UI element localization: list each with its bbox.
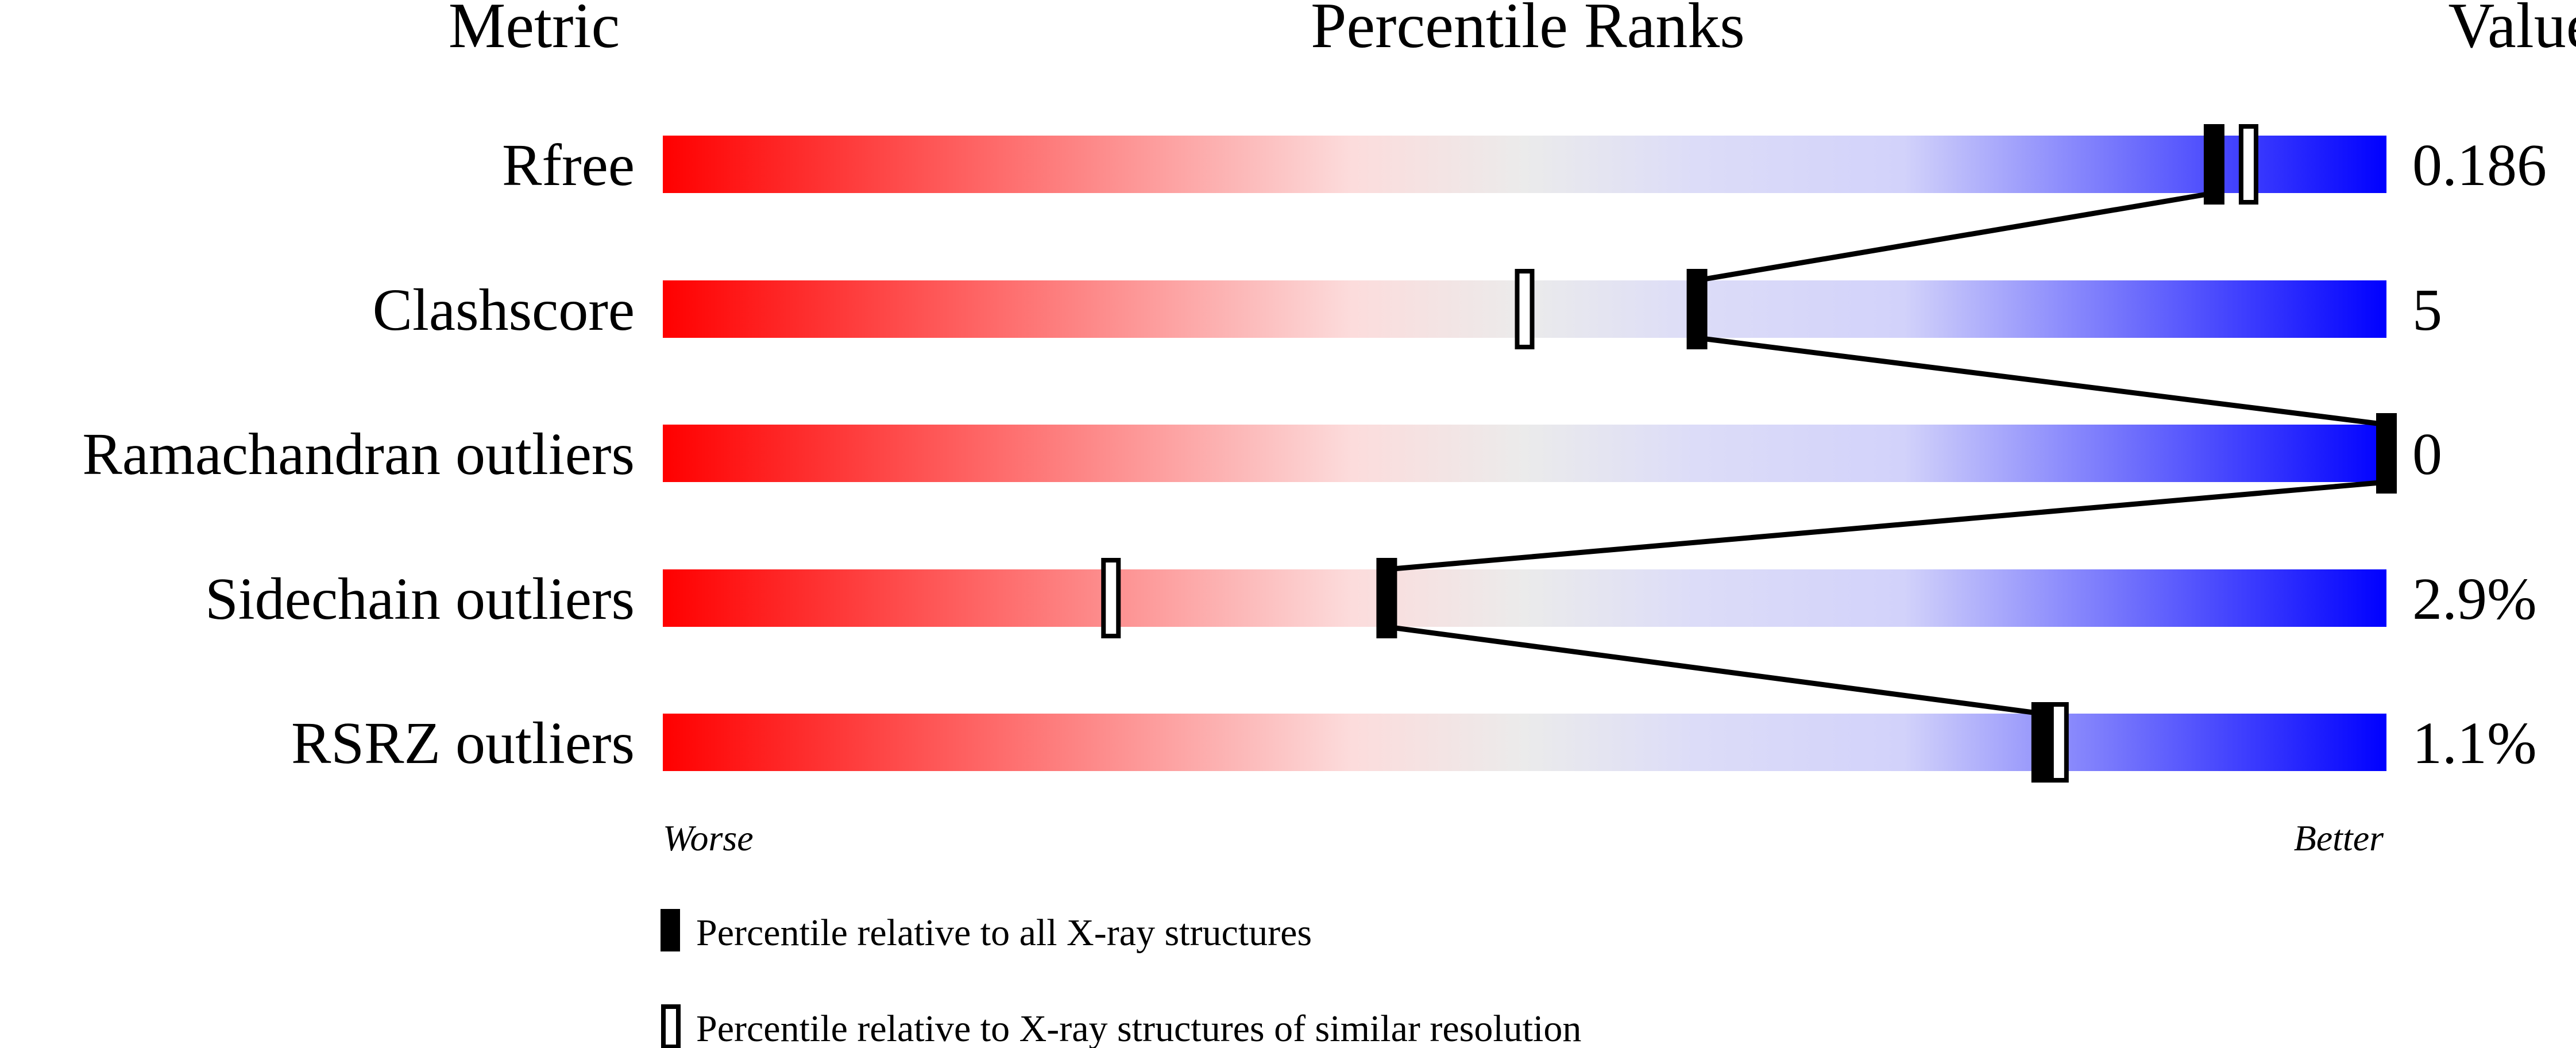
legend-open-marker [661,1004,681,1048]
metric-value: 1.1% [2412,710,2537,776]
legend-open-label: Percentile relative to X-ray structures … [696,1008,1581,1048]
metric-label: Sidechain outliers [205,566,635,632]
all-structures-marker [1686,269,1708,349]
metric-value: 2.9% [2412,566,2537,632]
connector-line [1386,624,2042,716]
worse-label: Worse [663,818,754,858]
all-structures-marker [2031,702,2052,783]
similar-resolution-marker [1515,269,1535,349]
similar-resolution-marker [2049,702,2069,783]
percentile-bar [663,136,2386,193]
percentile-bar [663,569,2386,627]
better-label: Better [2294,818,2384,858]
all-structures-marker [2203,124,2224,205]
connector-line [1387,479,2387,572]
metric-value: 0.186 [2412,132,2547,198]
metric-label: Clashscore [373,277,635,343]
all-structures-marker [1376,558,1397,638]
similar-resolution-marker [2238,124,2258,205]
header-percentile: Percentile Ranks [1311,0,1745,61]
similar-resolution-marker [1101,558,1121,638]
metric-label: Rfree [502,132,635,198]
connector-line [1696,190,2215,283]
all-structures-marker [2376,413,2397,494]
legend-filled-label: Percentile relative to all X-ray structu… [696,912,1312,954]
percentile-bar [663,714,2386,771]
header-metric: Metric [449,0,620,61]
header-value: Value [2448,0,2576,61]
metric-value: 0 [2412,421,2442,487]
metric-label: Ramachandran outliers [82,421,635,487]
metric-value: 5 [2412,277,2442,343]
metric-label: RSRZ outliers [291,710,635,776]
percentile-bar [663,425,2386,482]
legend-filled-marker [661,909,680,951]
connector-line [1697,335,2387,427]
